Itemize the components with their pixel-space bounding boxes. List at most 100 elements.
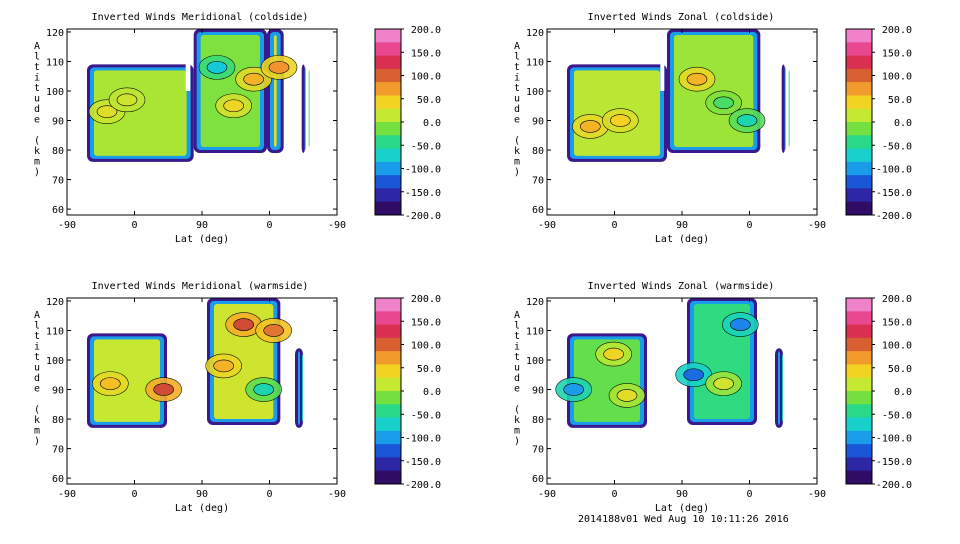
chart-title: Inverted Winds Meridional (coldside) [92, 12, 309, 23]
x-tick-label: -90 [58, 220, 76, 231]
x-tick-label: 0 [266, 489, 272, 500]
colorbar-cell [375, 377, 401, 392]
colorbar-cell [375, 29, 401, 43]
contour-region-outer [781, 64, 785, 153]
colorbar-tick-label: -200.0 [876, 480, 912, 491]
contour-feature-core [253, 383, 274, 396]
y-axis-label-char: m [34, 426, 40, 437]
contour-feature-core [153, 383, 174, 396]
y-tick-label: 80 [532, 415, 544, 426]
colorbar-cell [846, 68, 872, 83]
contour-feature-core [713, 96, 734, 110]
y-axis-label-char: u [514, 363, 520, 374]
y-axis-label-char: ) [34, 167, 40, 178]
y-axis-label-char: A [34, 41, 40, 52]
colorbar-cell [846, 337, 872, 352]
colorbar-tick-label: 100.0 [411, 72, 441, 83]
y-tick-label: 100 [526, 356, 544, 367]
colorbar-cell [846, 161, 872, 176]
y-tick-label: 110 [46, 57, 64, 68]
x-axis-label: Lat (deg) [175, 234, 229, 245]
y-tick-label: 70 [52, 176, 64, 187]
colorbar-tick-label: -50.0 [411, 410, 441, 421]
colorbar-cell [846, 55, 872, 70]
colorbar-cell [375, 122, 401, 136]
x-axis-label: Lat (deg) [175, 503, 229, 514]
colorbar-cell [375, 42, 401, 57]
y-tick-label: 60 [532, 474, 544, 485]
colorbar-tick-label: -150.0 [876, 188, 912, 199]
contour-region [788, 70, 790, 147]
colorbar-cell [375, 404, 401, 419]
contour-region [274, 35, 277, 147]
chart-panel-2: Inverted Winds Zonal (coldside) -90 0 90 0 -9… [514, 12, 912, 245]
x-tick-label: -90 [538, 489, 556, 500]
contour-region-edge [298, 351, 300, 425]
colorbar-cell [846, 201, 872, 216]
colorbar-tick-label: 0.0 [423, 387, 441, 398]
colorbar-tick-label: 150.0 [411, 48, 441, 59]
colorbar-cell [846, 311, 872, 326]
colorbar-cell [375, 68, 401, 83]
colorbar-cell [375, 430, 401, 445]
colorbar-tick-label: -150.0 [876, 457, 912, 468]
y-axis-label-char: m [514, 426, 520, 437]
colorbar-cell [375, 391, 401, 405]
y-axis-label-char [34, 394, 40, 405]
colorbar-cell [375, 351, 401, 365]
y-axis-label-char: l [514, 321, 520, 332]
y-tick-label: 90 [52, 386, 64, 397]
colorbar-tick-label: 150.0 [411, 317, 441, 328]
colorbar-cell [846, 82, 872, 96]
x-tick-label: -90 [538, 220, 556, 231]
colorbar-tick-label: 0.0 [423, 118, 441, 129]
contour-feature-core [616, 389, 638, 402]
y-tick-label: 60 [52, 205, 64, 216]
y-axis-label-char: e [34, 384, 40, 395]
x-tick-label: 90 [676, 220, 688, 231]
y-axis-label-char: ( [34, 136, 40, 147]
y-axis-label-char: t [34, 352, 40, 363]
colorbar-cell [375, 417, 401, 432]
y-axis-label-char: A [34, 310, 40, 321]
colorbar-cell [846, 444, 872, 458]
colorbar-tick-label: -50.0 [882, 141, 912, 152]
colorbar-tick-label: -100.0 [876, 434, 912, 445]
y-tick-label: 100 [46, 87, 64, 98]
contour-region-edge [778, 351, 780, 425]
colorbar-cell [375, 188, 401, 203]
colorbar-cell [846, 122, 872, 136]
colorbar-tick-label: 0.0 [894, 387, 912, 398]
chart-panel-1: Inverted Winds Meridional (coldside) -90 0… [34, 12, 441, 245]
y-tick-label: 60 [52, 474, 64, 485]
x-tick-label: 0 [611, 489, 617, 500]
y-tick-label: 120 [526, 28, 544, 39]
colorbar-cell [846, 298, 872, 312]
colorbar-cell [846, 175, 872, 189]
y-axis-label-char: k [514, 415, 520, 426]
colorbar-tick-label: -150.0 [405, 188, 441, 199]
y-axis-label-char: k [34, 415, 40, 426]
y-axis-label-char: t [514, 352, 520, 363]
y-axis-label-char: t [514, 83, 520, 94]
y-tick-label: 80 [532, 146, 544, 157]
y-tick-label: 70 [532, 445, 544, 456]
colorbar-tick-label: 50.0 [417, 364, 441, 375]
y-axis-label-char: u [34, 363, 40, 374]
y-axis-label-char: m [34, 157, 40, 168]
colorbar-tick-label: 200.0 [411, 25, 441, 36]
colorbar-tick-label: -100.0 [405, 434, 441, 445]
y-axis-label-char: e [34, 115, 40, 126]
contour-feature-core [730, 318, 751, 331]
y-tick-label: 90 [532, 386, 544, 397]
colorbar-tick-label: 200.0 [882, 294, 912, 305]
colorbar-tick-label: 200.0 [411, 294, 441, 305]
colorbar-tick-label: -100.0 [876, 165, 912, 176]
chart-title: Inverted Winds Zonal (warmside) [588, 281, 775, 292]
x-tick-label: -90 [328, 220, 346, 231]
y-axis-label-char: l [34, 52, 40, 63]
